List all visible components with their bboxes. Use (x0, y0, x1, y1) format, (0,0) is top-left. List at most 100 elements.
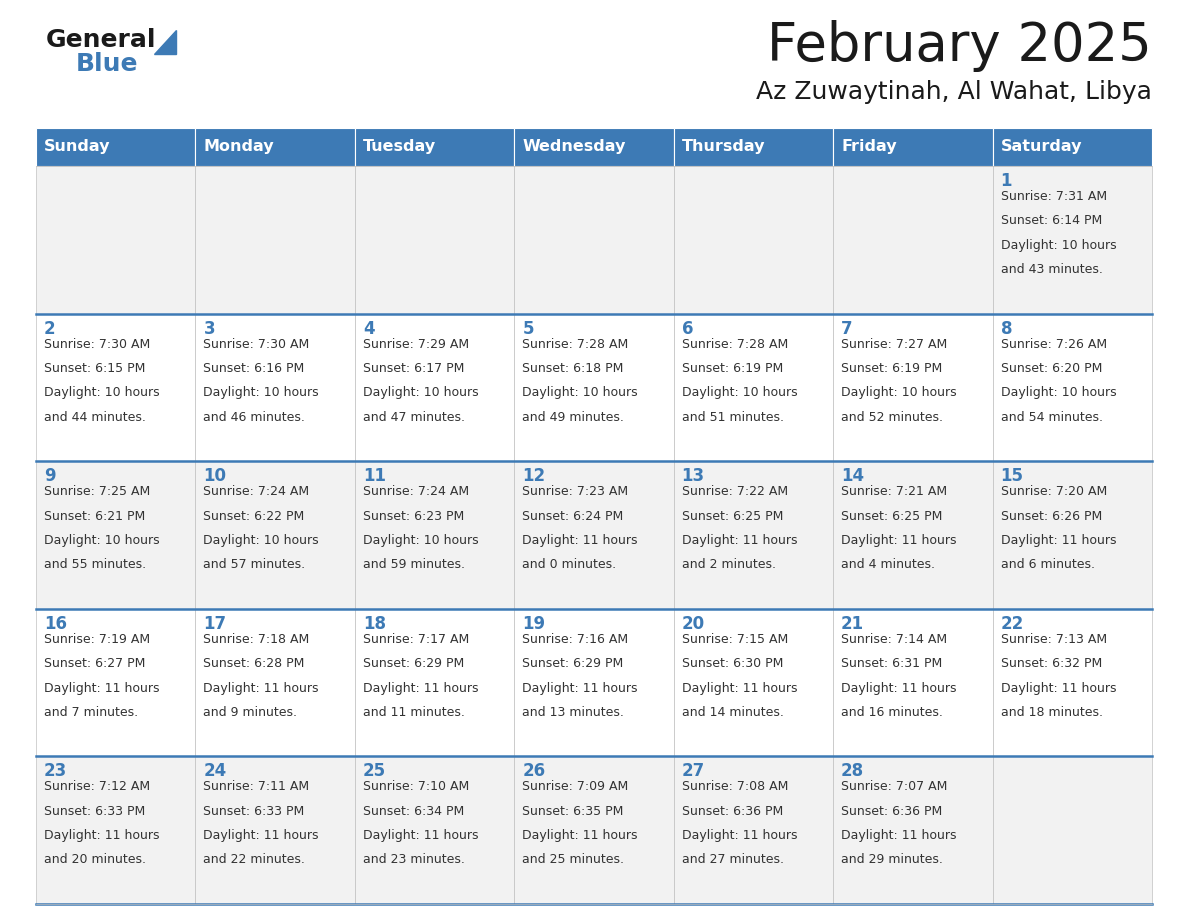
Text: Daylight: 10 hours: Daylight: 10 hours (841, 386, 956, 399)
Text: and 51 minutes.: and 51 minutes. (682, 410, 784, 424)
Text: 14: 14 (841, 467, 864, 486)
Bar (674, 461, 833, 609)
Text: Sunset: 6:24 PM: Sunset: 6:24 PM (523, 509, 624, 522)
Text: 9: 9 (44, 467, 56, 486)
Text: Daylight: 10 hours: Daylight: 10 hours (1000, 239, 1117, 252)
Text: and 9 minutes.: and 9 minutes. (203, 706, 297, 719)
Text: Sunrise: 7:17 AM: Sunrise: 7:17 AM (362, 633, 469, 645)
Bar (196, 461, 355, 609)
Bar (355, 128, 514, 166)
Text: Sunrise: 7:21 AM: Sunrise: 7:21 AM (841, 486, 947, 498)
Text: Daylight: 11 hours: Daylight: 11 hours (44, 829, 159, 842)
Text: General: General (46, 28, 157, 52)
Text: Blue: Blue (76, 52, 139, 76)
Text: 24: 24 (203, 763, 227, 780)
Text: Sunset: 6:20 PM: Sunset: 6:20 PM (1000, 362, 1102, 375)
Text: Daylight: 11 hours: Daylight: 11 hours (841, 534, 956, 547)
Text: Sunrise: 7:10 AM: Sunrise: 7:10 AM (362, 780, 469, 793)
Text: Sunset: 6:19 PM: Sunset: 6:19 PM (682, 362, 783, 375)
Bar (514, 461, 674, 609)
Text: 19: 19 (523, 615, 545, 633)
Text: and 4 minutes.: and 4 minutes. (841, 558, 935, 571)
Bar (514, 128, 674, 166)
Text: Sunrise: 7:28 AM: Sunrise: 7:28 AM (523, 338, 628, 351)
Text: Sunset: 6:31 PM: Sunset: 6:31 PM (841, 657, 942, 670)
Text: Sunset: 6:14 PM: Sunset: 6:14 PM (1000, 215, 1101, 228)
Text: and 0 minutes.: and 0 minutes. (523, 558, 617, 571)
Text: Monday: Monday (203, 140, 274, 154)
Text: 6: 6 (682, 319, 693, 338)
Text: and 11 minutes.: and 11 minutes. (362, 706, 465, 719)
Text: and 2 minutes.: and 2 minutes. (682, 558, 776, 571)
Text: Sunset: 6:29 PM: Sunset: 6:29 PM (362, 657, 465, 670)
Text: Daylight: 11 hours: Daylight: 11 hours (682, 829, 797, 842)
Text: Sunset: 6:27 PM: Sunset: 6:27 PM (44, 657, 145, 670)
Text: Sunrise: 7:18 AM: Sunrise: 7:18 AM (203, 633, 310, 645)
Text: 28: 28 (841, 763, 864, 780)
Text: Sunset: 6:17 PM: Sunset: 6:17 PM (362, 362, 465, 375)
Bar (355, 609, 514, 756)
Text: Daylight: 10 hours: Daylight: 10 hours (44, 386, 159, 399)
Text: Sunset: 6:28 PM: Sunset: 6:28 PM (203, 657, 305, 670)
Bar (196, 756, 355, 904)
Text: 17: 17 (203, 615, 227, 633)
Bar (36, 756, 196, 904)
Text: and 52 minutes.: and 52 minutes. (841, 410, 943, 424)
Text: Sunset: 6:25 PM: Sunset: 6:25 PM (841, 509, 942, 522)
Text: Daylight: 11 hours: Daylight: 11 hours (1000, 534, 1116, 547)
Bar (196, 128, 355, 166)
Text: Daylight: 11 hours: Daylight: 11 hours (1000, 681, 1116, 695)
Bar (196, 609, 355, 756)
Bar (674, 128, 833, 166)
Text: and 6 minutes.: and 6 minutes. (1000, 558, 1094, 571)
Text: Sunset: 6:16 PM: Sunset: 6:16 PM (203, 362, 304, 375)
Text: Daylight: 11 hours: Daylight: 11 hours (523, 534, 638, 547)
Bar (514, 166, 674, 314)
Text: Daylight: 10 hours: Daylight: 10 hours (362, 534, 479, 547)
Text: 11: 11 (362, 467, 386, 486)
Text: Sunrise: 7:20 AM: Sunrise: 7:20 AM (1000, 486, 1107, 498)
Text: Daylight: 10 hours: Daylight: 10 hours (362, 386, 479, 399)
Text: Daylight: 11 hours: Daylight: 11 hours (362, 681, 479, 695)
Bar (992, 128, 1152, 166)
Text: 15: 15 (1000, 467, 1024, 486)
Text: Sunrise: 7:19 AM: Sunrise: 7:19 AM (44, 633, 150, 645)
Text: Sunrise: 7:31 AM: Sunrise: 7:31 AM (1000, 190, 1107, 203)
Text: Daylight: 10 hours: Daylight: 10 hours (682, 386, 797, 399)
Text: and 7 minutes.: and 7 minutes. (44, 706, 138, 719)
Text: Sunrise: 7:26 AM: Sunrise: 7:26 AM (1000, 338, 1107, 351)
Text: and 46 minutes.: and 46 minutes. (203, 410, 305, 424)
Text: 7: 7 (841, 319, 853, 338)
Text: Daylight: 10 hours: Daylight: 10 hours (203, 534, 320, 547)
Text: 1: 1 (1000, 172, 1012, 190)
Bar (833, 756, 992, 904)
Text: Sunrise: 7:11 AM: Sunrise: 7:11 AM (203, 780, 310, 793)
Bar (355, 314, 514, 461)
Text: and 22 minutes.: and 22 minutes. (203, 854, 305, 867)
Text: 10: 10 (203, 467, 227, 486)
Bar (674, 609, 833, 756)
Text: Saturday: Saturday (1000, 140, 1082, 154)
Text: Sunset: 6:19 PM: Sunset: 6:19 PM (841, 362, 942, 375)
Text: Sunrise: 7:29 AM: Sunrise: 7:29 AM (362, 338, 469, 351)
Text: 13: 13 (682, 467, 704, 486)
Bar (355, 166, 514, 314)
Text: Friday: Friday (841, 140, 897, 154)
Text: Daylight: 11 hours: Daylight: 11 hours (841, 829, 956, 842)
Bar (833, 314, 992, 461)
Text: Sunset: 6:15 PM: Sunset: 6:15 PM (44, 362, 145, 375)
Text: and 47 minutes.: and 47 minutes. (362, 410, 465, 424)
Text: 12: 12 (523, 467, 545, 486)
Bar (355, 461, 514, 609)
Text: Daylight: 11 hours: Daylight: 11 hours (682, 681, 797, 695)
Text: Daylight: 10 hours: Daylight: 10 hours (523, 386, 638, 399)
Text: Sunset: 6:33 PM: Sunset: 6:33 PM (203, 805, 304, 818)
Text: Sunset: 6:32 PM: Sunset: 6:32 PM (1000, 657, 1101, 670)
Text: and 23 minutes.: and 23 minutes. (362, 854, 465, 867)
Text: Sunset: 6:21 PM: Sunset: 6:21 PM (44, 509, 145, 522)
Text: Sunset: 6:35 PM: Sunset: 6:35 PM (523, 805, 624, 818)
Text: Sunset: 6:25 PM: Sunset: 6:25 PM (682, 509, 783, 522)
Text: and 13 minutes.: and 13 minutes. (523, 706, 624, 719)
Text: Daylight: 11 hours: Daylight: 11 hours (203, 681, 318, 695)
Bar (36, 609, 196, 756)
